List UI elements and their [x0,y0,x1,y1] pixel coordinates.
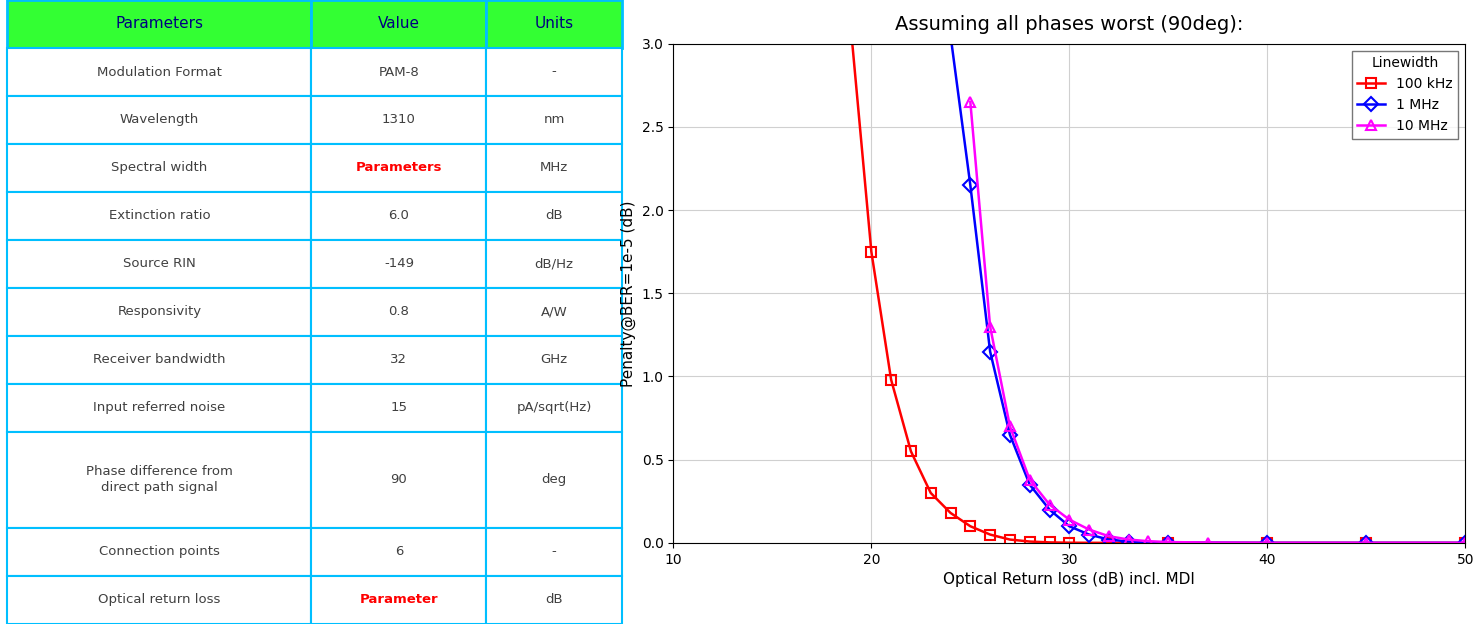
Bar [311,528,487,576]
Text: -: - [552,66,556,79]
Bar [487,336,622,384]
Text: dB/Hz: dB/Hz [534,258,574,270]
Text: Parameters: Parameters [115,16,203,31]
Text: pA/sqrt(Hz): pA/sqrt(Hz) [517,401,592,414]
Bar [487,0,622,48]
Text: -149: -149 [383,258,414,270]
Bar [7,96,311,144]
Text: Responsivity: Responsivity [117,306,201,318]
Y-axis label: Penalty@BER=1e-5 (dB): Penalty@BER=1e-5 (dB) [622,200,636,386]
Text: 1310: 1310 [382,114,416,127]
Bar [487,432,622,528]
Bar [487,384,622,432]
Text: Modulation Format: Modulation Format [98,66,222,79]
Text: Spectral width: Spectral width [111,162,207,175]
Text: deg: deg [542,474,567,487]
Bar [311,192,487,240]
Text: 15: 15 [391,401,407,414]
Text: -: - [552,545,556,558]
Text: dB: dB [545,210,562,223]
Bar [487,576,622,624]
Bar [7,336,311,384]
Bar [311,336,487,384]
Text: Units: Units [534,16,574,31]
Bar [487,48,622,96]
Text: 6: 6 [395,545,403,558]
Bar [7,576,311,624]
Bar [487,192,622,240]
Bar [7,240,311,288]
Bar [7,432,311,528]
Bar [487,144,622,192]
Text: Parameters: Parameters [355,162,443,175]
Bar [311,384,487,432]
Bar [487,240,622,288]
Bar [7,528,311,576]
Text: Value: Value [377,16,420,31]
Text: Phase difference from
direct path signal: Phase difference from direct path signal [86,466,232,494]
X-axis label: Optical Return loss (dB) incl. MDI: Optical Return loss (dB) incl. MDI [943,572,1196,587]
Bar [7,288,311,336]
Text: Parameter: Parameter [360,593,438,607]
Text: Connection points: Connection points [99,545,221,558]
Title: Assuming all phases worst (90deg):: Assuming all phases worst (90deg): [895,15,1243,34]
Bar [7,384,311,432]
Text: A/W: A/W [540,306,567,318]
Bar [311,96,487,144]
Bar [311,240,487,288]
Text: MHz: MHz [540,162,568,175]
Bar [311,432,487,528]
Text: Extinction ratio: Extinction ratio [108,210,210,223]
Text: 32: 32 [391,354,407,366]
Bar [7,144,311,192]
Bar [311,576,487,624]
Bar [7,48,311,96]
Text: 0.8: 0.8 [389,306,410,318]
Bar [311,288,487,336]
Text: 90: 90 [391,474,407,487]
Text: Receiver bandwidth: Receiver bandwidth [93,354,225,366]
Bar [487,288,622,336]
Text: Wavelength: Wavelength [120,114,198,127]
Bar [311,48,487,96]
Bar [311,0,487,48]
Text: Optical return loss: Optical return loss [98,593,221,607]
Text: 6.0: 6.0 [389,210,410,223]
Text: nm: nm [543,114,565,127]
Bar [311,144,487,192]
Bar [487,96,622,144]
Text: Input referred noise: Input referred noise [93,401,225,414]
Text: dB: dB [545,593,562,607]
Text: PAM-8: PAM-8 [379,66,419,79]
Bar [487,528,622,576]
Bar [7,192,311,240]
Legend: 100 kHz, 1 MHz, 10 MHz: 100 kHz, 1 MHz, 10 MHz [1351,51,1458,139]
Text: GHz: GHz [540,354,568,366]
Bar [7,0,311,48]
Text: Source RIN: Source RIN [123,258,195,270]
